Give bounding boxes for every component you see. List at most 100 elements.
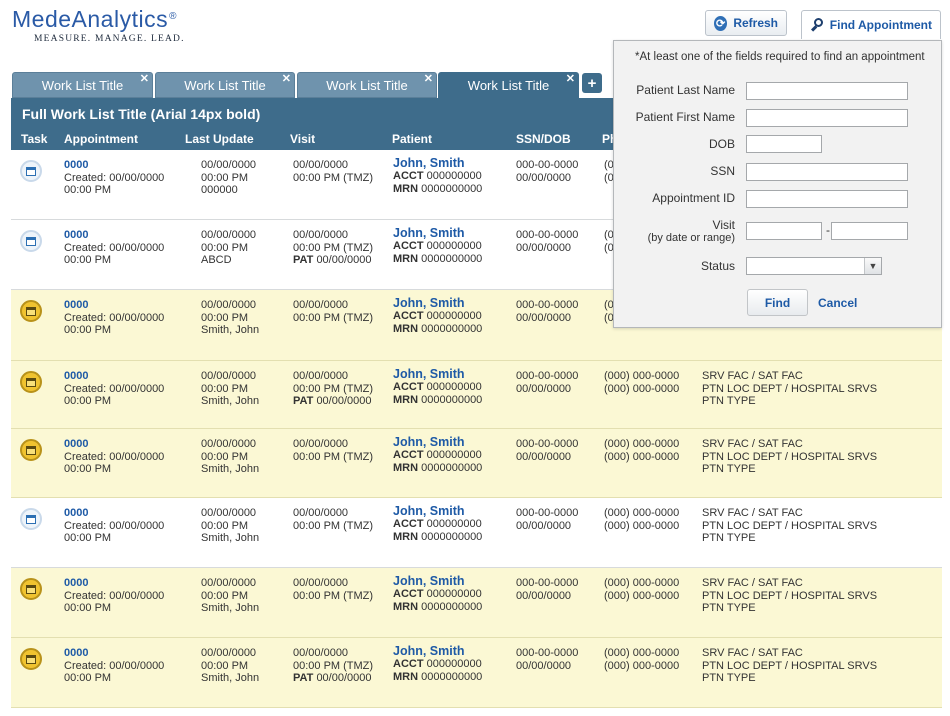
ssn-field[interactable]: [746, 163, 908, 181]
last-update-date: 00/00/0000: [201, 647, 257, 659]
patient-name-link[interactable]: John, Smith: [393, 156, 465, 170]
acct-line: ACCT 000000000: [393, 310, 482, 323]
mrn-value: 0000000000: [421, 461, 483, 474]
mrn-line: MRN 0000000000: [393, 323, 482, 336]
calendar-icon[interactable]: [20, 508, 42, 530]
calendar-icon[interactable]: [20, 648, 42, 670]
calendar-icon[interactable]: [20, 578, 42, 600]
appointment-id-link[interactable]: 0000: [64, 438, 89, 450]
acct-value: 000000000: [426, 449, 482, 461]
patient-last-name-field[interactable]: [746, 82, 908, 100]
appointment-id-link[interactable]: 0000: [64, 299, 89, 311]
patient-name-link[interactable]: John, Smith: [393, 367, 465, 381]
appointment-id-label: Appointment ID: [652, 191, 735, 205]
ssn-value: 000-00-0000: [516, 647, 579, 659]
patient-name-link[interactable]: John, Smith: [393, 644, 465, 658]
patient-name-link[interactable]: John, Smith: [393, 296, 465, 310]
calendar-icon[interactable]: [20, 371, 42, 393]
visit-to-field[interactable]: [831, 222, 908, 240]
table-row[interactable]: 0000 Created: 00/00/0000 00:00 PM 00/00/000…: [11, 361, 942, 429]
calendar-icon[interactable]: [20, 300, 42, 322]
col-header-ssn-dob[interactable]: SSN/DOB: [516, 132, 571, 146]
last-update-by: Smith, John: [201, 672, 260, 684]
patient-name-link[interactable]: John, Smith: [393, 574, 465, 588]
ssn-value: 000-00-0000: [516, 299, 579, 311]
close-icon[interactable]: ✕: [423, 73, 433, 85]
acct-line: ACCT 000000000: [393, 381, 482, 394]
appointment-id-link[interactable]: 0000: [64, 507, 89, 519]
status-select[interactable]: ▼: [746, 257, 882, 275]
calendar-icon[interactable]: [20, 160, 42, 182]
patient-name-link[interactable]: John, Smith: [393, 435, 465, 449]
dob-value: 00/00/0000: [516, 382, 572, 395]
patient-name-link[interactable]: John, Smith: [393, 226, 465, 240]
phone-secondary: (000) 000-0000: [604, 659, 680, 672]
dob-field[interactable]: [746, 135, 822, 153]
last-update-by: ABCD: [201, 254, 232, 266]
table-row[interactable]: 0000 Created: 00/00/0000 00:00 PM 00/00/000…: [11, 568, 942, 638]
mrn-value: 0000000000: [421, 182, 483, 195]
appointment-id-field[interactable]: [746, 190, 908, 208]
calendar-icon[interactable]: [20, 230, 42, 252]
calendar-icon[interactable]: [20, 439, 42, 461]
worklist-tab-1[interactable]: Work List Title ✕: [12, 72, 153, 98]
worklist-tab-4-active[interactable]: Work List Title ✕: [438, 72, 579, 98]
appointment-id-link[interactable]: 0000: [64, 159, 89, 171]
mrn-line: MRN 0000000000: [393, 601, 482, 614]
last-update-time: 00:00 PM: [201, 589, 249, 602]
refresh-button[interactable]: ⟳ Refresh: [705, 10, 787, 36]
chevron-down-icon: ▼: [864, 258, 881, 274]
logo-text: MedeAnalytics: [12, 6, 169, 32]
worklist-tab-3[interactable]: Work List Title ✕: [297, 72, 437, 98]
last-update-by: Smith, John: [201, 532, 260, 544]
find-appointment-button[interactable]: Find Appointment: [801, 10, 941, 39]
col-header-last-update[interactable]: Last Update: [185, 132, 254, 146]
acct-value: 000000000: [426, 381, 482, 393]
visit-from-field[interactable]: [746, 222, 822, 240]
phone-secondary: (0: [604, 241, 614, 254]
appointment-id-link[interactable]: 0000: [64, 577, 89, 589]
close-icon[interactable]: ✕: [139, 73, 149, 85]
acct-value: 000000000: [426, 170, 482, 182]
ssn-label: SSN: [710, 164, 735, 178]
table-row[interactable]: 0000 Created: 00/00/0000 00:00 PM 00/00/000…: [11, 638, 942, 708]
last-update-date: 00/00/0000: [201, 299, 257, 311]
appointment-time: 00:00 PM: [64, 602, 112, 614]
acct-line: ACCT 000000000: [393, 588, 482, 601]
last-update-date: 00/00/0000: [201, 370, 257, 382]
visit-time: 00:00 PM (TMZ): [293, 311, 374, 324]
appointment-created: Created: 00/00/0000: [64, 382, 165, 395]
service-facility: SRV FAC / SAT FAC: [702, 370, 803, 382]
required-fields-note: *At least one of the fields required to …: [635, 51, 925, 63]
patient-type: PTN TYPE: [702, 395, 756, 407]
dob-value: 00/00/0000: [516, 519, 572, 532]
patient-first-name-field[interactable]: [746, 109, 908, 127]
patient-type: PTN TYPE: [702, 602, 756, 614]
close-icon[interactable]: ✕: [281, 73, 291, 85]
close-icon[interactable]: ✕: [565, 73, 575, 85]
visit-time: 00:00 PM (TMZ): [293, 241, 374, 254]
pat-value: 00/00/0000: [316, 254, 372, 266]
service-facility: SRV FAC / SAT FAC: [702, 507, 803, 519]
worklist-tab-2[interactable]: Work List Title ✕: [155, 72, 295, 98]
acct-label: ACCT: [393, 310, 424, 322]
appointment-id-link[interactable]: 0000: [64, 647, 89, 659]
col-header-appointment[interactable]: Appointment: [64, 132, 138, 146]
ssn-value: 000-00-0000: [516, 370, 579, 382]
table-row[interactable]: 0000 Created: 00/00/0000 00:00 PM 00/00/000…: [11, 429, 942, 498]
tab-label: Work List Title: [467, 77, 550, 93]
cancel-link[interactable]: Cancel: [818, 296, 858, 310]
visit-date: 00/00/0000: [293, 229, 349, 241]
find-button[interactable]: Find: [747, 289, 808, 316]
last-update-date: 00/00/0000: [201, 507, 257, 519]
add-tab-button[interactable]: +: [582, 73, 602, 93]
appointment-id-link[interactable]: 0000: [64, 229, 89, 241]
patient-name-link[interactable]: John, Smith: [393, 504, 465, 518]
col-header-task[interactable]: Task: [21, 132, 48, 146]
col-header-visit[interactable]: Visit: [290, 132, 316, 146]
mrn-line: MRN 0000000000: [393, 531, 482, 544]
col-header-patient[interactable]: Patient: [392, 132, 433, 146]
search-icon: [810, 17, 825, 33]
appointment-id-link[interactable]: 0000: [64, 370, 89, 382]
table-row[interactable]: 0000 Created: 00/00/0000 00:00 PM 00/00/000…: [11, 498, 942, 568]
